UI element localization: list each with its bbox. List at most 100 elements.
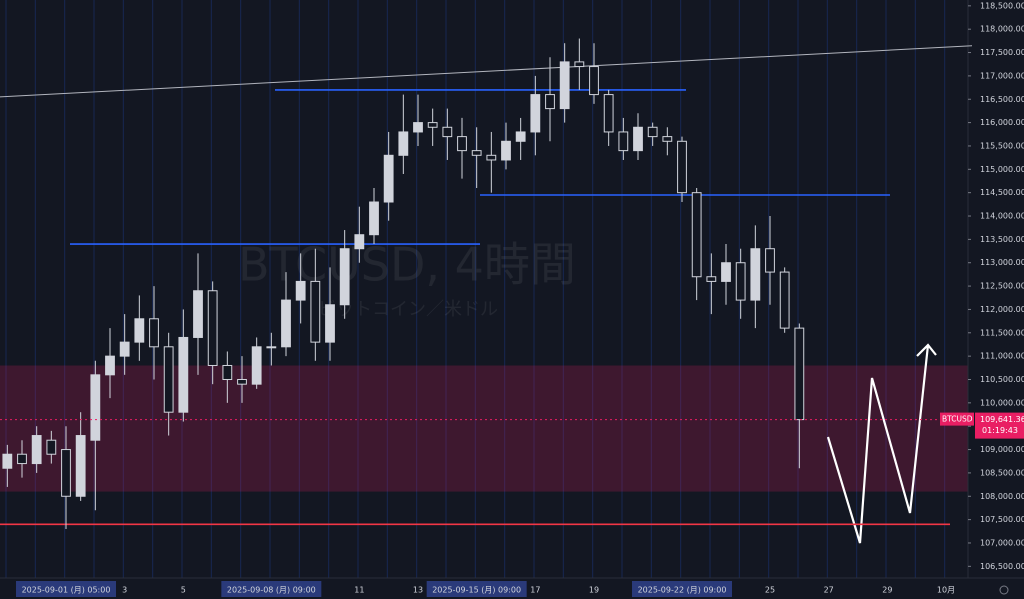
candle-body [457,136,467,152]
session-lines [0,0,968,578]
candle-body [706,276,717,282]
watermark-subtitle: ビットコイン／米ドル [318,299,498,320]
y-tick-label: 115,500.00 [980,141,1024,150]
date-badge [426,581,527,597]
y-tick-label: 114,000.00 [980,212,1024,221]
x-tick-label: 25 [765,586,775,595]
candle-body [765,248,775,273]
candle-body [603,94,614,133]
candle-body [281,299,291,348]
last-price-label: 109,641.36 [980,415,1024,424]
price-badge [975,412,1024,439]
candle-body [2,453,13,469]
y-tick-label: 110,500.00 [980,375,1024,384]
x-tick-label: 19 [589,586,599,595]
x-tick-label: 10月 [937,586,955,595]
y-tick-label: 110,000.00 [980,398,1024,407]
candle-body [134,318,145,343]
x-tick-label: 2025-09-08 (月) 09:00 [227,586,316,595]
candle-body [31,435,42,465]
candle-body [471,150,482,156]
x-tick-label: 17 [530,586,540,595]
projection-arrow [826,343,937,544]
candle-body [90,374,101,441]
trend-line [0,45,973,98]
date-badge [632,581,732,597]
candle-body [339,248,350,306]
x-tick-label: 2025-09-01 (月) 05:00 [22,586,111,595]
date-badge [221,581,322,597]
candle-body [427,122,438,128]
y-tick-label: 113,500.00 [980,235,1024,244]
candle-body [413,122,423,133]
date-badge [16,581,116,597]
symbol-badge [940,412,974,426]
symbol-label: BTCUSD [942,415,973,424]
y-tick-label: 113,000.00 [980,258,1024,267]
x-tick-label: 5 [181,586,186,595]
candle-body [75,435,86,497]
y-tick-label: 108,500.00 [980,468,1024,477]
candle-body [237,378,247,385]
settings-icon[interactable] [999,585,1009,595]
y-tick-label: 108,000.00 [980,492,1024,501]
candle-body [501,140,511,161]
candle-body [691,192,702,278]
candle-body [193,290,203,338]
candle-body [163,346,174,413]
candle-body [295,280,306,301]
candle-body [559,61,570,110]
candle-body [633,126,643,152]
candle-body [735,262,746,301]
y-tick-label: 109,000.00 [980,445,1024,454]
y-tick-label: 111,500.00 [980,328,1024,337]
candle-body [677,140,687,194]
watermark-title: BTCUSD, 4時間 [238,238,576,292]
y-tick-label: 116,500.00 [980,95,1024,104]
candle-body [515,131,526,142]
candle-body [207,290,218,366]
candle-body [779,271,790,329]
countdown-label: 01:19:43 [982,426,1018,435]
y-tick-label: 112,000.00 [980,305,1024,314]
candle-body [721,262,731,282]
zone [0,365,968,492]
candle-body [398,131,409,156]
y-tick-label: 118,000.00 [980,25,1024,34]
x-tick-label: 2025-09-22 (月) 09:00 [638,586,727,595]
candle-body [105,355,115,376]
y-tick-label: 115,000.00 [980,165,1024,174]
candle-body [750,248,761,301]
candle-body [149,318,159,348]
y-tick-label: 114,500.00 [980,188,1024,197]
y-tick-label: 107,000.00 [980,538,1024,547]
candle-body [574,61,585,68]
y-tick-label: 118,500.00 [980,1,1024,10]
candle-body [325,304,335,343]
candle-body [310,280,321,343]
candle-body [369,201,379,236]
y-tick-label: 107,500.00 [980,515,1024,524]
y-tick-label: 116,000.00 [980,118,1024,127]
candle-body [486,154,497,161]
y-tick-label: 117,500.00 [980,48,1024,57]
candle-body [545,94,555,110]
candle-body [119,341,130,357]
candle-body [618,131,629,152]
y-tick-label: 106,500.00 [980,562,1024,571]
candle-body [530,94,541,133]
x-tick-label: 11 [354,586,364,595]
candle-body [46,439,57,455]
candle-body [251,346,262,385]
y-tick-label: 117,000.00 [980,71,1024,80]
candle-body [266,346,277,349]
candle-body [662,136,673,142]
candle-body [354,234,365,250]
x-tick-label: 29 [882,586,892,595]
candle-body [794,327,805,421]
candle-body [178,336,189,413]
y-tick-label: 112,500.00 [980,282,1024,291]
candle-body [222,364,233,380]
